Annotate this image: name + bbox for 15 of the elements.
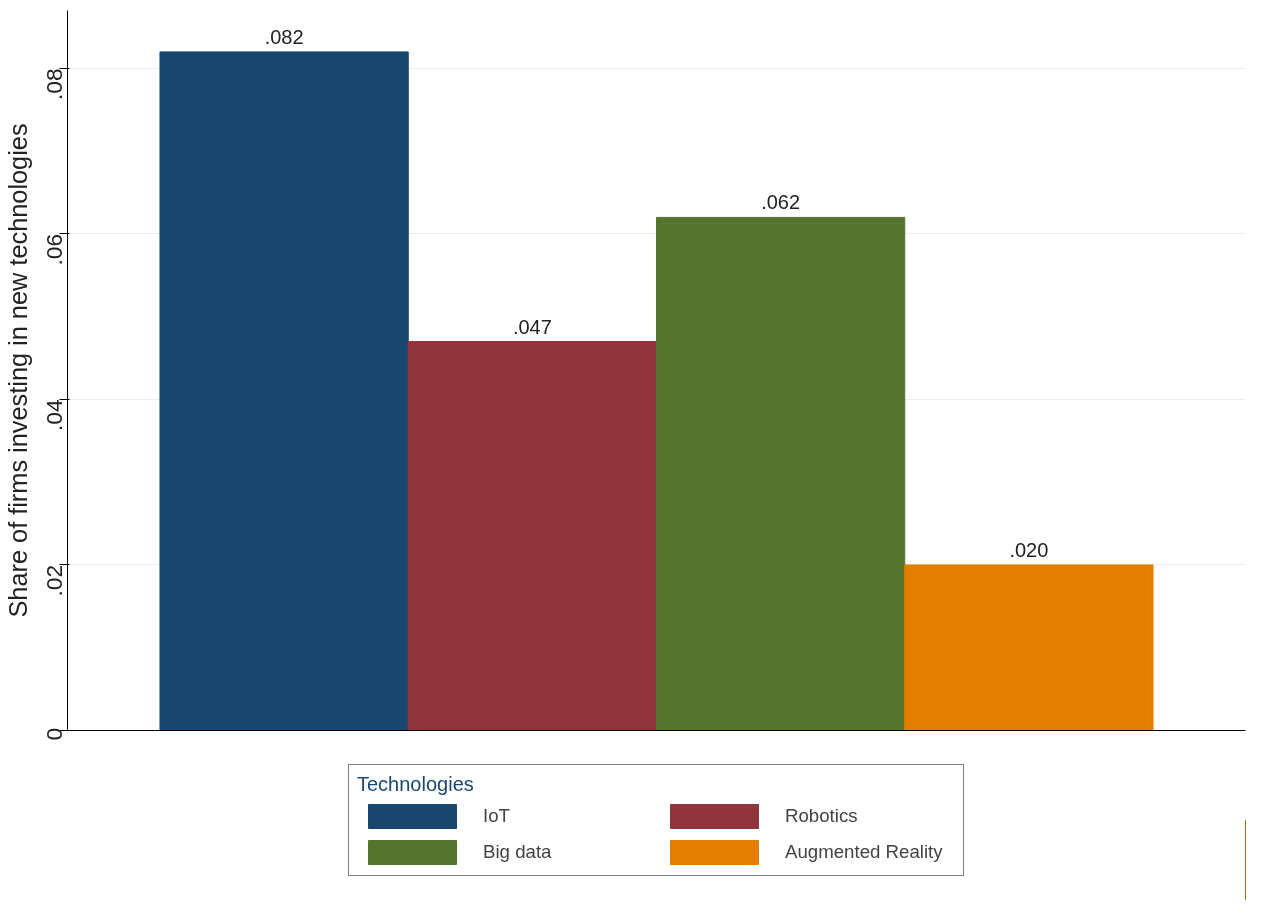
y-axis-title: Share of firms investing in new technologies	[3, 123, 32, 618]
legend-label: Augmented Reality	[785, 841, 944, 863]
data-label: .082	[264, 25, 304, 48]
y-tick-label: .06	[41, 233, 67, 266]
legend-label: Robotics	[785, 805, 859, 827]
y-tick-label: .08	[41, 68, 67, 100]
legend-title: Technologies	[357, 773, 475, 796]
legend-label: IoT	[483, 805, 511, 827]
data-label: .062	[761, 191, 801, 214]
y-tick-label: .04	[41, 399, 67, 431]
legend-label: Big data	[483, 841, 553, 863]
y-tick-label: .02	[41, 564, 67, 597]
y-tick-label: 0	[41, 727, 67, 741]
data-label: .020	[1009, 538, 1049, 561]
data-label: .047	[512, 315, 552, 338]
